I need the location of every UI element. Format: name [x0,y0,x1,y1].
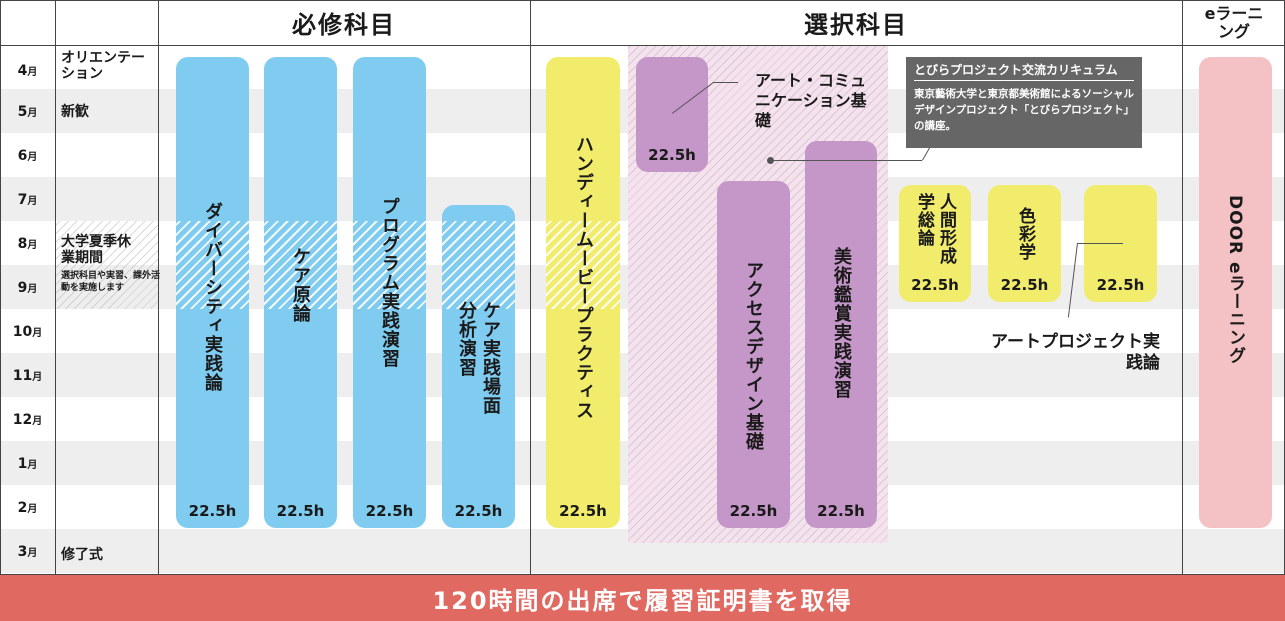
course-hours: 22.5h [276,502,325,520]
month-label: 7月 [17,192,38,208]
summer-overlay [264,221,337,309]
column-divider [158,0,159,575]
footer-banner: 120時間の出席で履習証明書を取得 [0,575,1285,621]
course-title: ダイバーシティ実践論 [202,202,223,392]
course-bar-color-studies[interactable]: 色彩学 22.5h [988,185,1061,302]
connector-line [713,82,738,83]
course-title-art-project: アートプロジェクト実践論 [991,332,1160,373]
month-label: 6月 [17,148,38,164]
month-label: 5月 [17,104,38,120]
course-hours: 22.5h [1000,276,1049,294]
course-bar-art-communication[interactable]: 22.5h [636,57,708,172]
event-summer: 大学夏季休業期間 [61,234,131,266]
course-title: プログラム実践演習 [379,197,400,368]
month-label: 4月 [17,63,38,79]
month-label: 1月 [17,456,38,472]
column-divider [530,0,531,575]
summer-overlay [353,221,426,309]
event-summer-note: 選択科目や実習、課外活動を実施します [61,271,161,293]
course-hours: 22.5h [817,502,865,520]
course-hours: 22.5h [188,502,237,520]
tobira-title: とびらプロジェクト交流カリキュラム [914,62,1134,81]
course-hours: 22.5h [729,502,778,520]
course-bar-care-analysis[interactable]: ケア実践場面分析演習 22.5h [442,205,515,528]
month-label: 11月 [12,368,43,384]
course-bar-care-principles[interactable]: ケア原論 22.5h [264,57,337,528]
course-hours: 22.5h [454,502,503,520]
month-label: 12月 [12,412,43,428]
connector-line [774,160,922,161]
course-title: DOOR eラーニング [1225,195,1245,365]
course-title: ケア原論 [290,247,311,323]
course-title: ハンディームービープラクティス [573,135,594,420]
course-bar-diversity[interactable]: ダイバーシティ実践論 22.5h [176,57,249,528]
event-graduation: 修了式 [61,547,103,563]
header-elective: 選択科目 [804,11,908,39]
event-orientation: オリエンテーション [61,50,145,82]
course-hours: 22.5h [648,146,696,164]
month-label: 9月 [17,280,38,296]
course-hours: 22.5h [1096,276,1145,294]
tobira-callout: とびらプロジェクト交流カリキュラム 東京藝術大学と東京都美術館によるソーシャルデ… [906,57,1142,148]
course-hours: 22.5h [365,502,414,520]
month-label: 10月 [12,324,43,340]
header-required: 必修科目 [292,11,396,39]
course-title: ケア実践場面分析演習 [456,301,501,415]
course-bar-humanities[interactable]: 人間形成学総論 22.5h [899,185,971,302]
course-bar-access-design[interactable]: アクセスデザイン基礎 22.5h [717,181,790,528]
summer-hatch [55,221,158,309]
month-label: 2月 [17,500,38,516]
column-divider [1182,0,1183,575]
tobira-body: 東京藝術大学と東京都美術館によるソーシャルデザインプロジェクト「とびらプロジェク… [914,88,1134,132]
course-bar-handy-movie[interactable]: ハンディームービープラクティス 22.5h [546,57,620,528]
connector-line [1078,243,1123,244]
course-title: アクセスデザイン基礎 [743,261,764,451]
month-label: 3月 [17,544,38,560]
header-elearning: eラーニング [1204,3,1264,41]
column-divider [55,0,56,575]
course-hours: 22.5h [911,276,959,294]
course-bar-program-practice[interactable]: プログラム実践演習 22.5h [353,57,426,528]
course-title: 美術鑑賞実践演習 [831,247,852,399]
course-title-art-communication: アート・コミュニケーション基礎 [755,71,867,130]
callout-dot [767,157,774,164]
course-bar-door-elearning[interactable]: DOOR eラーニング [1199,57,1272,528]
event-welcome: 新歓 [61,104,89,120]
course-hours: 22.5h [559,502,607,520]
course-title: 人間形成学総論 [914,193,956,265]
month-label: 8月 [17,236,38,252]
header-divider [0,45,1285,46]
course-title: 色彩学 [1015,207,1035,261]
course-bar-art-appreciation[interactable]: 美術鑑賞実践演習 22.5h [805,141,877,528]
summer-overlay [176,221,249,309]
summer-overlay [442,221,515,309]
summer-overlay [546,221,620,309]
